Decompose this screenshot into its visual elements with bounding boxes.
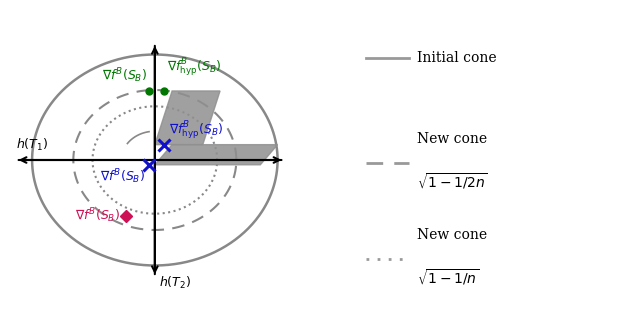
Text: $h(T_1)$: $h(T_1)$ — [16, 137, 48, 153]
Text: $\sqrt{1-1/n}$: $\sqrt{1-1/n}$ — [417, 267, 479, 287]
Text: New cone: New cone — [417, 132, 487, 146]
Text: $\sqrt{1-1/2n}$: $\sqrt{1-1/2n}$ — [417, 171, 487, 191]
Text: New cone: New cone — [417, 228, 487, 242]
Polygon shape — [155, 91, 220, 145]
Text: $h(T_2)$: $h(T_2)$ — [159, 275, 191, 291]
Text: $\nabla f^B(S_B)$: $\nabla f^B(S_B)$ — [100, 167, 145, 186]
Text: Initial cone: Initial cone — [417, 51, 496, 65]
Text: $\nabla f^B(S_B)$: $\nabla f^B(S_B)$ — [75, 206, 120, 225]
Text: $\nabla f^B_{\mathrm{hyp}}(S_B)$: $\nabla f^B_{\mathrm{hyp}}(S_B)$ — [169, 120, 224, 142]
Polygon shape — [155, 145, 278, 165]
Text: $\nabla f^B(S_B)$: $\nabla f^B(S_B)$ — [102, 67, 147, 85]
Text: $\nabla f^B_{\mathrm{hyp}}(S_B)$: $\nabla f^B_{\mathrm{hyp}}(S_B)$ — [167, 57, 222, 79]
